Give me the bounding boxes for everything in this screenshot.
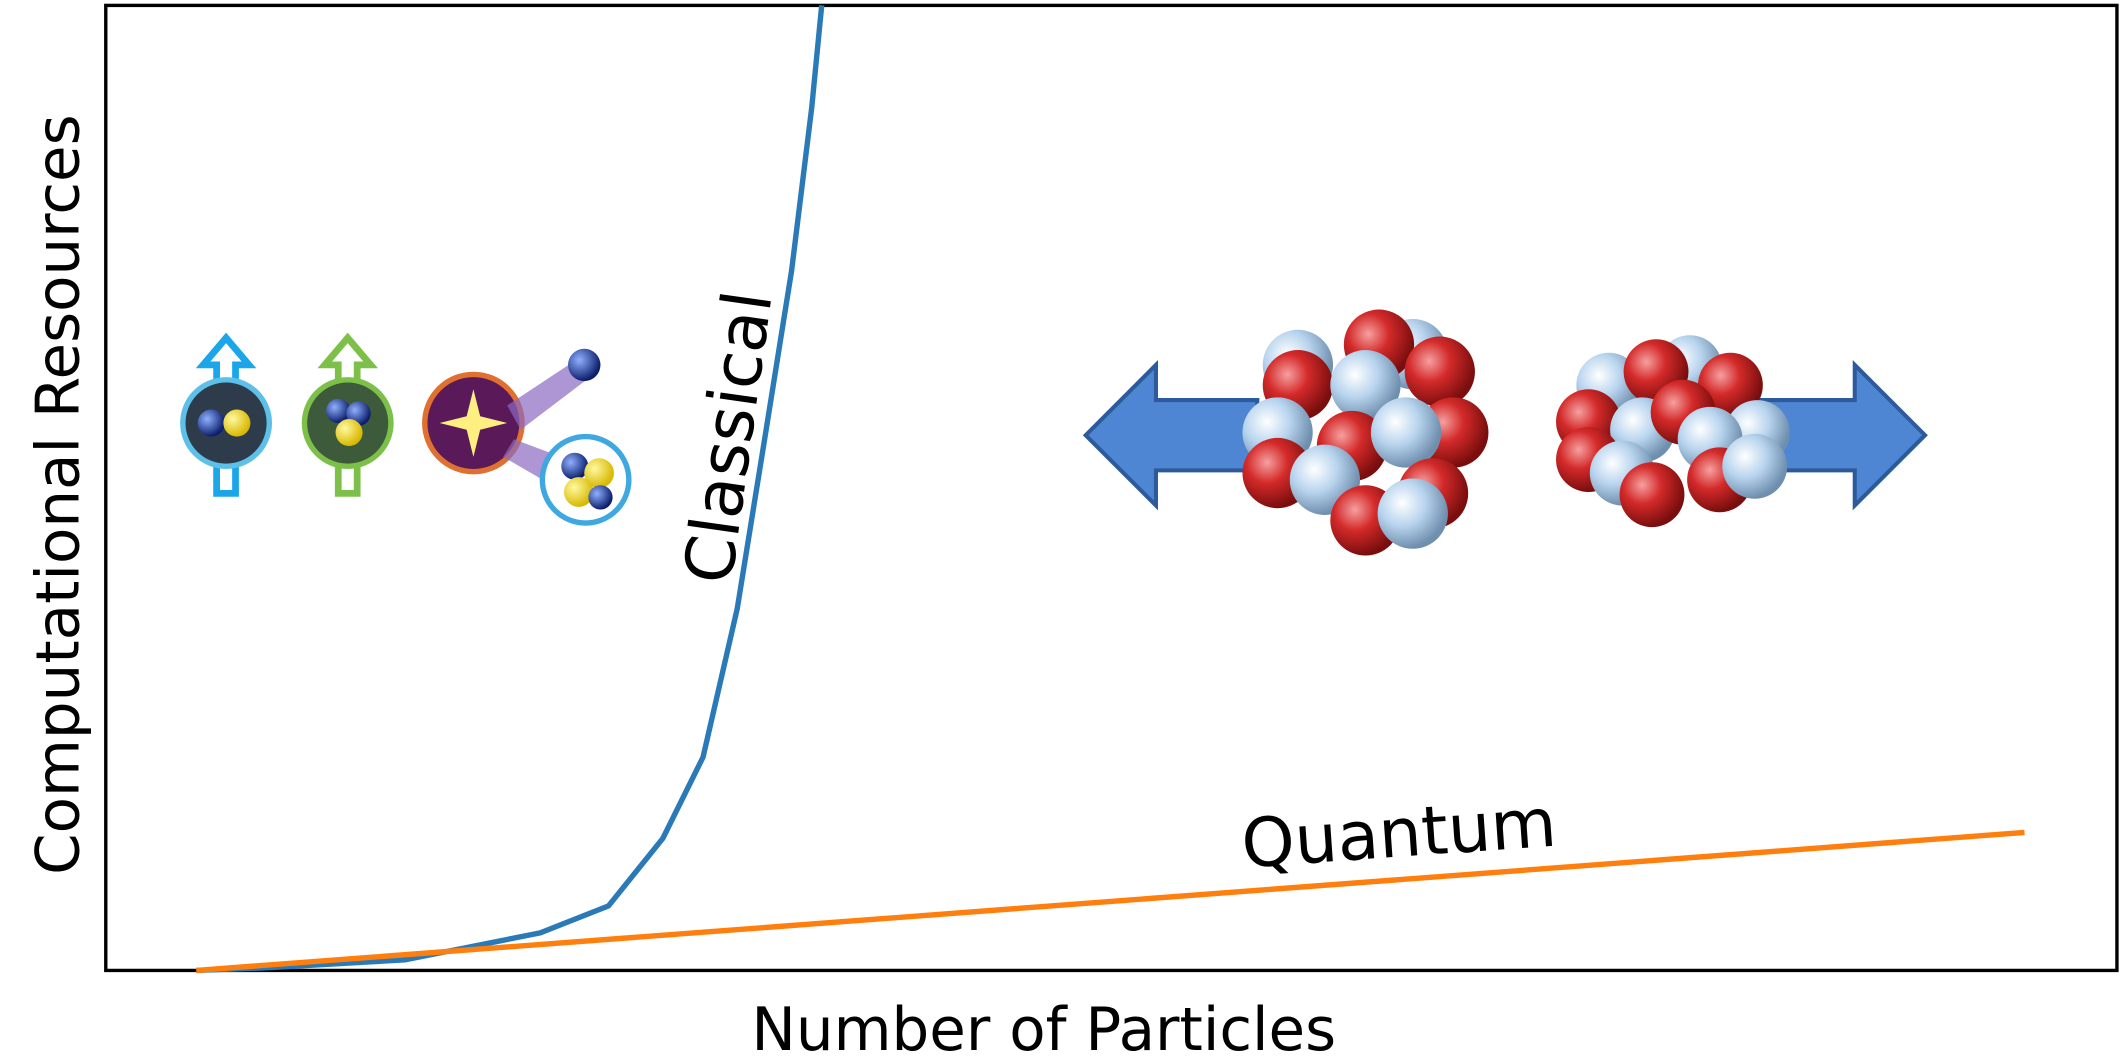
particle-illustration xyxy=(183,338,629,523)
chart: Computational Resources Number of Partic… xyxy=(0,0,2120,1061)
plot-frame xyxy=(106,5,2117,970)
series-label: Quantum xyxy=(1239,783,1559,884)
y-axis-label: Computational Resources xyxy=(25,114,94,875)
x-axis-label: Number of Particles xyxy=(751,996,1336,1061)
series-line xyxy=(196,832,2024,970)
series-label: Classical xyxy=(668,286,787,588)
nuclei-illustration xyxy=(1086,310,1925,556)
